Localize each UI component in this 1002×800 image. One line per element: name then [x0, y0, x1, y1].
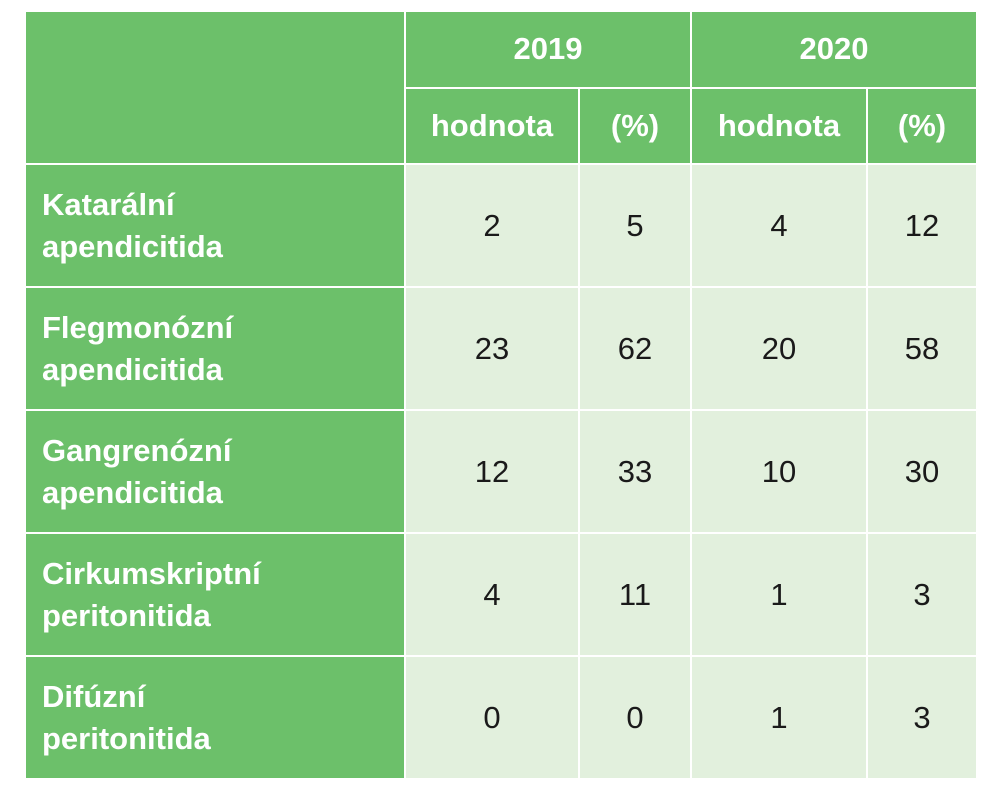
value-cell: 1	[690, 655, 868, 780]
data-table-container: 2019 2020 hodnota (%) hodnota (%) Katará…	[24, 9, 978, 780]
subheader-percent-2020: (%)	[866, 86, 978, 166]
value-cell: 33	[578, 409, 692, 535]
table-row: Gangrenózní apendicitida 12 33 10 30	[24, 409, 978, 535]
row-label-line-2: peritonitida	[42, 597, 211, 633]
corner-header-cell	[24, 9, 406, 166]
value-cell: 2	[404, 163, 580, 289]
value-cell: 4	[690, 163, 868, 289]
header-row-years: 2019 2020	[24, 9, 978, 166]
value-cell: 0	[404, 655, 580, 780]
value-cell: 12	[866, 163, 978, 289]
value-cell: 0	[578, 655, 692, 780]
value-cell: 10	[690, 409, 868, 535]
header-row-subheaders: hodnota (%) hodnota (%)	[25, 86, 978, 166]
row-label-line-2: apendicitida	[42, 474, 223, 510]
year-header-2020: 2020	[690, 10, 978, 89]
year-header-2019: 2019	[404, 10, 692, 89]
row-label: Gangrenózní apendicitida	[24, 409, 406, 535]
value-cell: 3	[866, 655, 978, 780]
value-cell: 23	[404, 286, 580, 412]
value-cell: 30	[866, 409, 978, 535]
subheader-hodnota-2019: hodnota	[404, 86, 580, 166]
row-label: Difúzní peritonitida	[24, 655, 406, 780]
table-row: Katarální apendicitida 2 5 4 12	[24, 163, 978, 289]
row-label-line-1: Cirkumskriptní	[42, 555, 261, 591]
value-cell: 3	[866, 532, 978, 657]
table-row: Flegmonózní apendicitida 23 62 20 58	[24, 286, 978, 412]
subheader-hodnota-2020: hodnota	[690, 86, 868, 166]
value-cell: 11	[578, 532, 692, 657]
value-cell: 62	[578, 286, 692, 412]
value-cell: 12	[404, 409, 580, 535]
subheader-percent-2019: (%)	[578, 86, 692, 166]
row-label: Flegmonózní apendicitida	[24, 286, 406, 412]
row-label-line-2: apendicitida	[42, 228, 223, 264]
row-label-line-1: Katarální	[42, 186, 175, 222]
value-cell: 20	[690, 286, 868, 412]
value-cell: 5	[578, 163, 692, 289]
appendicitis-table: 2019 2020 hodnota (%) hodnota (%) Katará…	[24, 9, 978, 780]
row-label-line-2: peritonitida	[42, 720, 211, 756]
value-cell: 4	[404, 532, 580, 657]
row-label: Katarální apendicitida	[24, 163, 406, 289]
row-label-line-1: Difúzní	[42, 678, 146, 714]
row-label: Cirkumskriptní peritonitida	[24, 532, 406, 657]
row-label-line-1: Flegmonózní	[42, 309, 234, 345]
row-label-line-1: Gangrenózní	[42, 432, 232, 468]
table-row: Cirkumskriptní peritonitida 4 11 1 3	[24, 532, 978, 657]
table-row: Difúzní peritonitida 0 0 1 3	[24, 655, 978, 780]
row-label-line-2: apendicitida	[42, 351, 223, 387]
value-cell: 1	[690, 532, 868, 657]
value-cell: 58	[866, 286, 978, 412]
